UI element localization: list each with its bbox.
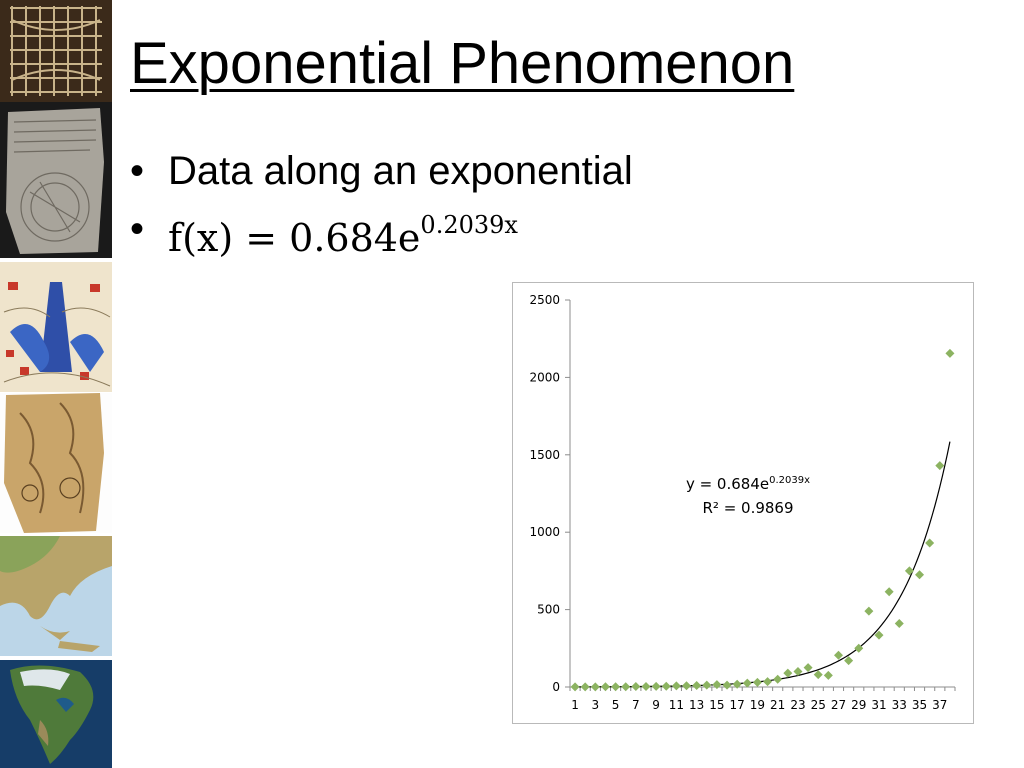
data-point bbox=[854, 643, 864, 653]
data-point bbox=[793, 667, 803, 677]
slide-title: Exponential Phenomenon bbox=[130, 31, 795, 96]
bullet-text: Data along an exponential bbox=[168, 149, 633, 193]
data-point bbox=[783, 668, 793, 678]
clay-tablet-map-thumbnail bbox=[0, 102, 112, 258]
y-tick-label: 2000 bbox=[529, 370, 560, 384]
x-tick-label: 11 bbox=[669, 698, 684, 712]
data-point bbox=[945, 348, 955, 358]
x-tick-label: 1 bbox=[571, 698, 579, 712]
data-point bbox=[864, 606, 874, 616]
scatter-chart: 0 500 1000 1500 2000 2500 1 3 5 7 9 11 13 15 17 19 21 23 2… bbox=[512, 282, 974, 724]
y-tick-label: 0 bbox=[552, 680, 560, 694]
data-point bbox=[904, 566, 914, 576]
data-point bbox=[803, 663, 813, 673]
y-tick-label: 1500 bbox=[529, 448, 560, 462]
data-point bbox=[742, 678, 752, 688]
data-point bbox=[732, 679, 742, 689]
trendline-equation-exponent: 0.2039x bbox=[769, 475, 811, 486]
data-point bbox=[661, 681, 671, 691]
x-tick-label: 13 bbox=[689, 698, 704, 712]
data-point bbox=[641, 682, 651, 692]
data-point bbox=[682, 681, 692, 691]
x-tick-label: 29 bbox=[851, 698, 866, 712]
y-tick-label: 2500 bbox=[529, 293, 560, 307]
x-tick-label: 33 bbox=[892, 698, 907, 712]
data-point bbox=[925, 538, 935, 548]
data-point bbox=[884, 587, 894, 597]
x-tick-label: 27 bbox=[831, 698, 846, 712]
data-point bbox=[773, 674, 783, 684]
x-tick-label: 25 bbox=[811, 698, 826, 712]
data-point bbox=[752, 677, 762, 687]
x-tick-label: 23 bbox=[790, 698, 805, 712]
y-tick-label: 1000 bbox=[529, 525, 560, 539]
data-point bbox=[631, 682, 641, 692]
data-point bbox=[611, 682, 621, 692]
trendline-equation-label: y = 0.684e0.2039x R² = 0.9869 bbox=[673, 469, 823, 520]
x-tick-label: 15 bbox=[709, 698, 724, 712]
r-squared-label: R² = 0.9869 bbox=[702, 499, 794, 517]
x-tick-label: 31 bbox=[871, 698, 886, 712]
data-point bbox=[874, 630, 884, 640]
x-tick-label: 37 bbox=[932, 698, 947, 712]
formula-exponent: 0.2039x bbox=[420, 211, 518, 239]
data-point bbox=[671, 681, 681, 691]
formula-base: f(x) = 0.684e bbox=[168, 215, 421, 260]
greece-relief-map-thumbnail bbox=[0, 536, 112, 656]
north-america-satellite-thumbnail bbox=[0, 660, 112, 768]
data-point bbox=[570, 682, 580, 692]
data-point bbox=[712, 680, 722, 690]
y-tick-label: 500 bbox=[537, 603, 560, 617]
data-point bbox=[590, 682, 600, 692]
wood-grid-map-thumbnail bbox=[0, 0, 112, 102]
bullet-list: • Data along an exponential • f(x) = 0.6… bbox=[130, 142, 633, 267]
x-tick-label: 7 bbox=[632, 698, 640, 712]
x-tick-label: 5 bbox=[612, 698, 620, 712]
data-point bbox=[580, 682, 590, 692]
formula: f(x) = 0.684e0.2039x bbox=[168, 211, 518, 260]
data-point bbox=[600, 682, 610, 692]
x-tick-label: 21 bbox=[770, 698, 785, 712]
bullet-dot: • bbox=[130, 149, 145, 193]
x-tick-label: 3 bbox=[592, 698, 600, 712]
x-tick-label: 17 bbox=[730, 698, 745, 712]
data-point bbox=[692, 680, 702, 690]
data-point bbox=[722, 680, 732, 690]
data-point bbox=[813, 670, 823, 680]
data-point bbox=[894, 619, 904, 629]
data-point bbox=[935, 461, 945, 471]
data-point bbox=[621, 682, 631, 692]
data-point bbox=[763, 677, 773, 687]
trendline-equation: y = 0.684e bbox=[685, 475, 770, 493]
parchment-map-thumbnail bbox=[0, 393, 112, 533]
x-tick-label: 19 bbox=[750, 698, 765, 712]
data-point bbox=[833, 650, 843, 660]
x-tick-label: 35 bbox=[912, 698, 927, 712]
bullet-dot: • bbox=[130, 207, 145, 251]
x-tick-label: 9 bbox=[652, 698, 660, 712]
illustrated-mountain-map-thumbnail bbox=[0, 262, 112, 392]
data-point bbox=[915, 570, 925, 580]
data-point bbox=[702, 680, 712, 690]
data-point bbox=[651, 681, 661, 691]
data-point bbox=[823, 670, 833, 680]
data-point bbox=[844, 656, 854, 666]
bullet-item-formula: • f(x) = 0.684e0.2039x bbox=[130, 200, 633, 267]
bullet-item: • Data along an exponential bbox=[130, 142, 633, 200]
